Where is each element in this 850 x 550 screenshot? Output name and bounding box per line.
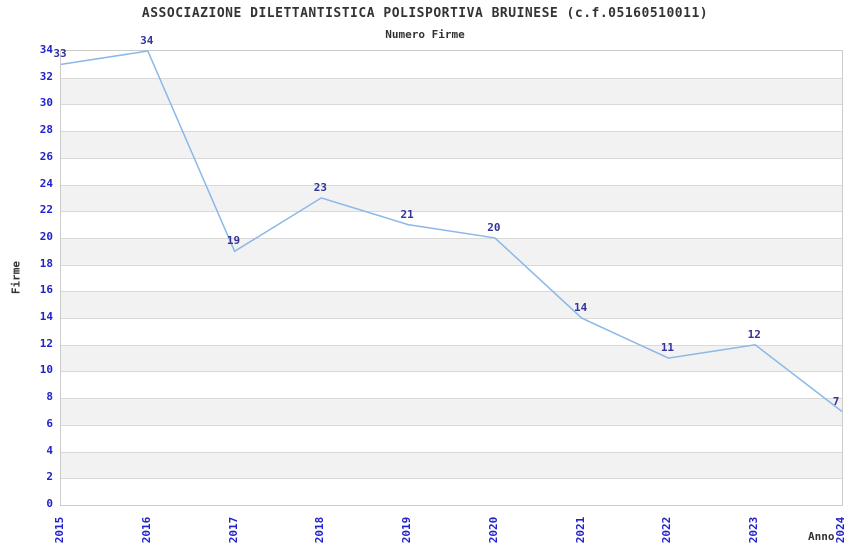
plot-band — [61, 264, 842, 292]
y-axis-tick-label: 14 — [39, 310, 53, 324]
gridline — [61, 131, 842, 133]
y-axis-tick-label: 34 — [39, 43, 53, 56]
x-axis-tick-label: 2022 — [660, 516, 674, 544]
plot-band — [61, 184, 842, 212]
data-point-label: 14 — [574, 301, 588, 315]
y-axis-tick-label: 28 — [39, 123, 53, 137]
gridline — [61, 157, 842, 159]
gridline — [61, 77, 842, 79]
line-series-svg — [60, 50, 843, 413]
data-point-label: 21 — [400, 207, 414, 221]
data-point-label: 33 — [53, 47, 67, 61]
line-series — [60, 50, 843, 413]
x-axis-tick-label: 2015 — [53, 516, 66, 544]
gridline — [61, 291, 842, 293]
gridline — [61, 318, 842, 320]
y-axis-tick-label: 20 — [39, 229, 53, 243]
plot-band — [61, 424, 842, 452]
gridline — [61, 478, 842, 480]
y-axis-tick-label: 12 — [39, 336, 53, 350]
plot-band — [61, 344, 842, 372]
gridline — [61, 237, 842, 239]
data-point-label: 11 — [660, 341, 675, 355]
y-axis-title: Firme — [9, 260, 23, 295]
chart-subtitle: Numero Firme — [385, 28, 465, 41]
x-axis-tick-label: 2016 — [139, 516, 153, 544]
gridline — [61, 451, 842, 453]
y-axis-tick-label: 32 — [39, 69, 53, 83]
y-axis-tick-label: 10 — [39, 363, 53, 377]
plot-band — [61, 51, 842, 78]
y-axis-tick-label: 18 — [39, 256, 53, 270]
y-axis-tick-label: 30 — [39, 96, 53, 110]
y-axis-tick-label: 26 — [39, 149, 53, 163]
y-axis-tick-label: 2 — [46, 470, 53, 484]
y-axis-tick-label: 8 — [46, 390, 53, 404]
plot-band — [61, 478, 842, 505]
plot-band — [61, 398, 842, 425]
plot-area — [60, 50, 843, 506]
plot-band — [61, 451, 842, 479]
gridline — [61, 104, 842, 106]
gridline — [61, 398, 842, 400]
gridline — [61, 344, 842, 346]
x-axis-title: Anno — [808, 530, 835, 543]
plot-band — [61, 291, 842, 319]
gridline — [61, 211, 842, 213]
data-point-label: 7 — [832, 394, 840, 408]
y-axis-tick-label: 6 — [46, 416, 53, 430]
y-axis-tick-label: 0 — [46, 497, 53, 510]
chart-title: ASSOCIAZIONE DILETTANTISTICA POLISPORTIV… — [141, 6, 709, 21]
y-axis-tick-label: 22 — [39, 203, 53, 217]
x-axis-tick-label: 2017 — [226, 516, 240, 544]
y-axis-tick-label: 16 — [39, 283, 53, 297]
data-point-label: 23 — [313, 180, 327, 194]
y-axis-tick-label: 24 — [39, 176, 53, 190]
data-point-label: 19 — [226, 234, 241, 248]
x-axis-tick-label: 2019 — [400, 516, 414, 544]
plot-band — [61, 318, 842, 345]
gridline — [61, 424, 842, 426]
data-point-label: 12 — [747, 327, 761, 341]
data-point-label: 34 — [140, 34, 154, 47]
plot-band — [61, 77, 842, 105]
x-axis-tick-label: 2021 — [573, 516, 587, 544]
x-axis-tick-label: 2020 — [486, 516, 500, 544]
gridline — [61, 184, 842, 186]
gridline — [61, 264, 842, 266]
plot-band — [61, 104, 842, 132]
plot-band — [61, 371, 842, 399]
plot-band — [61, 211, 842, 238]
x-axis-tick-label: 2023 — [747, 516, 761, 544]
x-axis-tick-label: 2018 — [313, 516, 327, 544]
x-axis-tick-label: 2024 — [834, 516, 847, 544]
plot-band — [61, 157, 842, 185]
y-axis-tick-label: 4 — [46, 443, 53, 457]
plot-band — [61, 131, 842, 158]
data-point-label: 20 — [487, 220, 501, 234]
gridline — [61, 371, 842, 373]
plot-band — [61, 237, 842, 265]
